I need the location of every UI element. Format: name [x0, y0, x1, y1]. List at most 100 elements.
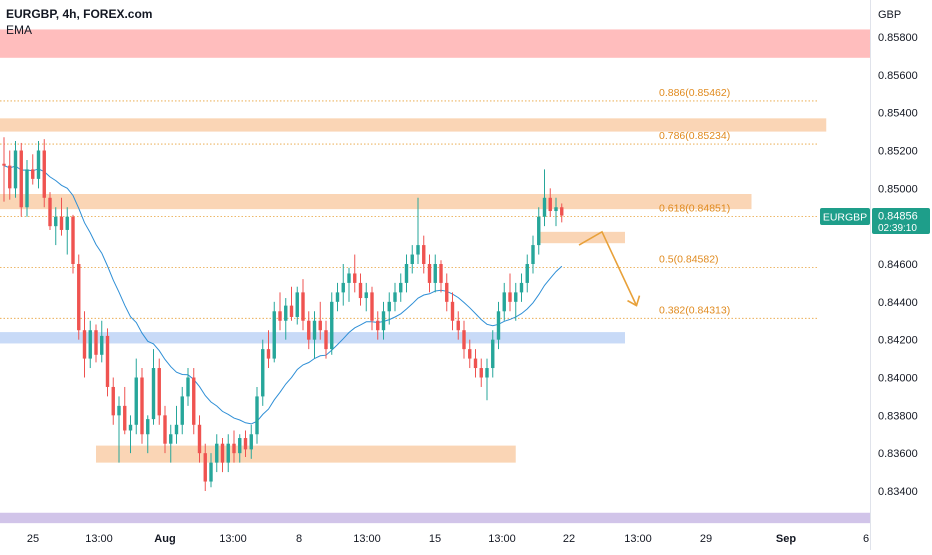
candle[interactable] [197, 415, 202, 463]
candle[interactable] [232, 430, 236, 463]
candle[interactable] [134, 358, 138, 435]
candle[interactable] [215, 434, 219, 473]
candle[interactable] [427, 254, 432, 293]
candle[interactable] [71, 214, 75, 274]
candle[interactable] [560, 203, 564, 223]
candle[interactable] [77, 254, 81, 340]
candle[interactable] [318, 301, 322, 340]
candle[interactable] [54, 207, 58, 246]
candle[interactable] [42, 139, 46, 208]
candle[interactable] [180, 386, 184, 435]
candle[interactable] [13, 141, 18, 198]
zone-supply-2[interactable] [0, 194, 752, 210]
candle[interactable] [140, 368, 144, 444]
candle[interactable] [473, 349, 478, 378]
candle[interactable] [387, 292, 391, 325]
candle[interactable] [278, 292, 282, 331]
candle[interactable] [128, 415, 133, 454]
candle[interactable] [105, 328, 110, 397]
zone-resistance-0[interactable] [0, 29, 870, 58]
candle[interactable] [301, 279, 305, 331]
candle[interactable] [295, 286, 299, 325]
candle[interactable] [226, 434, 230, 473]
candle[interactable] [341, 264, 345, 306]
candle[interactable] [410, 245, 414, 274]
candle[interactable] [433, 254, 437, 293]
candle[interactable] [272, 301, 276, 363]
candle[interactable] [59, 197, 64, 236]
candle[interactable] [335, 282, 340, 312]
zone-supply-1[interactable] [0, 118, 827, 132]
candle[interactable] [36, 141, 41, 189]
candle[interactable] [238, 434, 242, 463]
candle[interactable] [514, 282, 518, 321]
candle[interactable] [157, 358, 161, 425]
candle[interactable] [445, 273, 449, 312]
candle[interactable] [255, 386, 259, 444]
candle[interactable] [94, 324, 98, 363]
candle[interactable] [82, 311, 87, 378]
candle[interactable] [169, 424, 173, 463]
time-axis[interactable]: 25 13:00 Aug 13:00 8 13:00 15 13:00 22 13:00 29 Sep… [27, 533, 869, 545]
candle[interactable] [370, 286, 374, 331]
candle[interactable] [393, 282, 397, 312]
candle[interactable] [404, 254, 409, 293]
candle[interactable] [88, 320, 92, 369]
candle[interactable] [330, 292, 334, 355]
candle[interactable] [525, 254, 529, 293]
candle[interactable] [31, 154, 35, 185]
candle[interactable] [243, 430, 248, 457]
candle[interactable] [364, 282, 368, 312]
candle[interactable] [266, 330, 271, 369]
candle[interactable] [307, 311, 311, 350]
candle[interactable] [537, 207, 541, 255]
candle[interactable] [8, 150, 12, 200]
candle[interactable] [203, 443, 207, 491]
zone-bottom-6[interactable] [0, 512, 870, 524]
candle[interactable] [531, 235, 535, 274]
candle[interactable] [48, 192, 52, 230]
candle[interactable] [117, 396, 121, 463]
projection-path[interactable] [578, 230, 638, 306]
candle[interactable] [542, 169, 547, 227]
candle[interactable] [376, 311, 380, 340]
candle[interactable] [399, 273, 403, 302]
candle[interactable] [312, 311, 317, 359]
candle[interactable] [416, 197, 420, 264]
candle[interactable] [491, 330, 495, 378]
candle[interactable] [2, 137, 6, 202]
candle[interactable] [508, 273, 512, 312]
candle[interactable] [422, 235, 426, 274]
candle[interactable] [502, 282, 506, 321]
candle[interactable] [353, 254, 357, 293]
candle[interactable] [209, 453, 213, 488]
zone-demand-5[interactable] [96, 445, 516, 463]
candle[interactable] [163, 405, 167, 454]
zone-minor-3[interactable] [538, 231, 625, 244]
candle[interactable] [468, 339, 472, 369]
candle[interactable] [100, 320, 104, 363]
candle[interactable] [192, 368, 196, 435]
candle[interactable] [462, 320, 466, 359]
candle[interactable] [347, 267, 351, 302]
candle[interactable] [519, 273, 524, 302]
candle[interactable] [284, 298, 288, 340]
candle[interactable] [261, 339, 265, 406]
candle[interactable] [19, 142, 23, 217]
candle[interactable] [548, 188, 552, 217]
candle[interactable] [485, 358, 489, 401]
candle[interactable] [174, 405, 179, 444]
candle[interactable] [358, 273, 363, 306]
candle[interactable] [450, 292, 455, 331]
candle[interactable] [496, 301, 501, 350]
candle[interactable] [111, 377, 115, 425]
candle[interactable] [123, 386, 127, 435]
candle[interactable] [65, 207, 69, 255]
candle[interactable] [456, 311, 460, 340]
zone-support-4[interactable] [0, 332, 625, 344]
price-axis[interactable]: GBP 0.85800 0.85600 0.85400 0.85200 0.85000 0… [878, 9, 918, 498]
candle[interactable] [146, 415, 150, 454]
candle[interactable] [220, 438, 225, 473]
candle[interactable] [289, 286, 294, 321]
candle[interactable] [554, 197, 558, 227]
